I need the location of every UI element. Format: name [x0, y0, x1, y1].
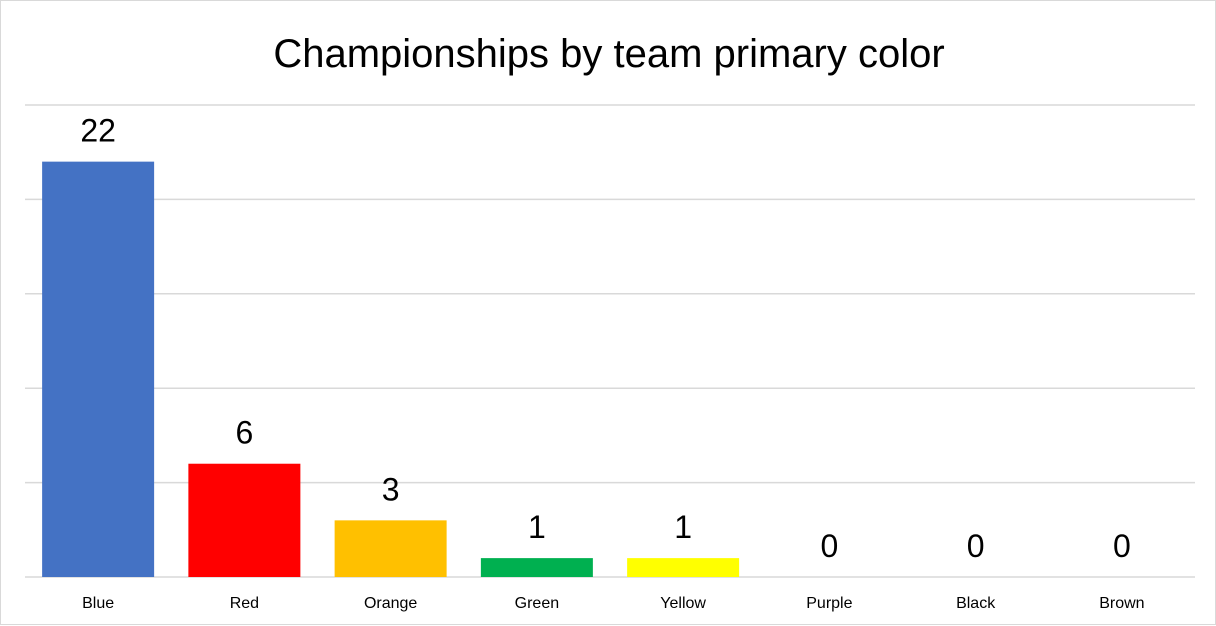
data-label-green: 1	[528, 509, 546, 545]
bar-yellow	[627, 558, 740, 577]
x-tick-label: Green	[515, 595, 559, 612]
data-label-purple: 0	[820, 528, 838, 564]
data-label-blue: 22	[80, 113, 116, 149]
bar-red	[188, 463, 301, 577]
data-label-yellow: 1	[674, 509, 692, 545]
data-label-orange: 3	[382, 471, 400, 507]
x-tick-label: Orange	[364, 595, 417, 612]
x-tick-label: Black	[956, 595, 996, 612]
data-label-brown: 0	[1113, 528, 1131, 564]
x-tick-label: Blue	[82, 595, 114, 612]
x-tick-label: Brown	[1099, 595, 1144, 612]
bar-green	[480, 558, 593, 577]
x-tick-label: Red	[230, 595, 259, 612]
bar-blue	[42, 161, 155, 577]
bar-orange	[334, 520, 447, 577]
data-label-red: 6	[235, 415, 253, 451]
data-label-black: 0	[967, 528, 985, 564]
chart-title: Championships by team primary color	[273, 32, 944, 76]
x-tick-label: Yellow	[660, 595, 706, 612]
x-tick-label: Purple	[806, 595, 852, 612]
